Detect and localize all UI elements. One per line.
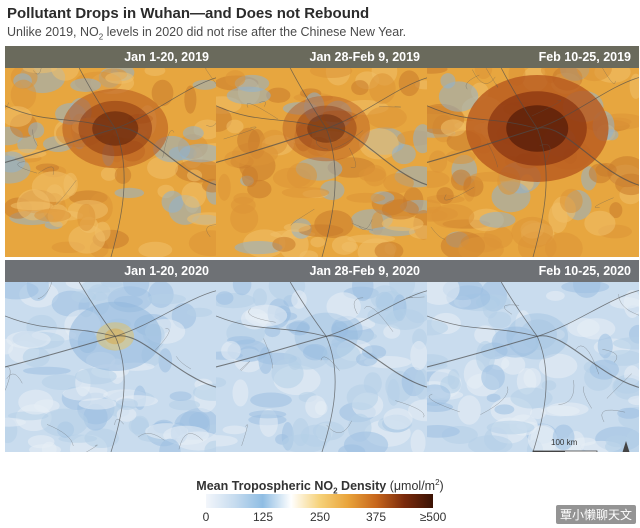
map-panel-jan1-20-2020: Jan 1-20, 2020 bbox=[5, 260, 217, 452]
page-title: Pollutant Drops in Wuhan—and Does not Re… bbox=[7, 5, 370, 22]
panel-header: Jan 28-Feb 9, 2019 bbox=[216, 46, 428, 68]
watermark: 覃小懒聊天文 bbox=[555, 505, 636, 524]
no2-map-image bbox=[216, 68, 428, 257]
color-scale-tick: 250 bbox=[309, 510, 331, 524]
no2-map-image bbox=[427, 68, 639, 257]
no2-map-image bbox=[5, 68, 217, 257]
page-subtitle: Unlike 2019, NO2 levels in 2020 did not … bbox=[7, 25, 407, 42]
map-panel-jan28-feb9-2019: Jan 28-Feb 9, 2019 bbox=[216, 46, 428, 257]
no2-map-image bbox=[216, 282, 428, 452]
panel-header: Feb 10-25, 2019 bbox=[427, 46, 639, 68]
scale-bar-label: 100 km bbox=[551, 438, 578, 447]
color-scale-tick: ≥500 bbox=[419, 510, 447, 524]
panel-header: Jan 28-Feb 9, 2020 bbox=[216, 260, 428, 282]
map-panel-jan28-feb9-2020: Jan 28-Feb 9, 2020 bbox=[216, 260, 428, 452]
color-scale-tick: 375 bbox=[365, 510, 387, 524]
panel-header: Feb 10-25, 2020 bbox=[427, 260, 639, 282]
legend-title: Mean Tropospheric NO2 Density (μmol/m2) bbox=[196, 478, 444, 496]
panel-header: Jan 1-20, 2020 bbox=[5, 260, 217, 282]
scale-bar bbox=[532, 450, 598, 452]
map-panel-jan1-20-2019: Jan 1-20, 2019 bbox=[5, 46, 217, 257]
no2-map-image bbox=[5, 282, 217, 452]
no2-map-image bbox=[427, 282, 639, 452]
map-panel-feb10-25-2020: Feb 10-25, 2020 100 km bbox=[427, 260, 639, 452]
color-scale-bar bbox=[206, 494, 433, 508]
map-panel-feb10-25-2019: Feb 10-25, 2019 bbox=[427, 46, 639, 257]
color-scale-tick: 0 bbox=[202, 510, 210, 524]
panel-header: Jan 1-20, 2019 bbox=[5, 46, 217, 68]
north-arrow-icon bbox=[622, 441, 630, 452]
color-scale-tick: 125 bbox=[252, 510, 274, 524]
